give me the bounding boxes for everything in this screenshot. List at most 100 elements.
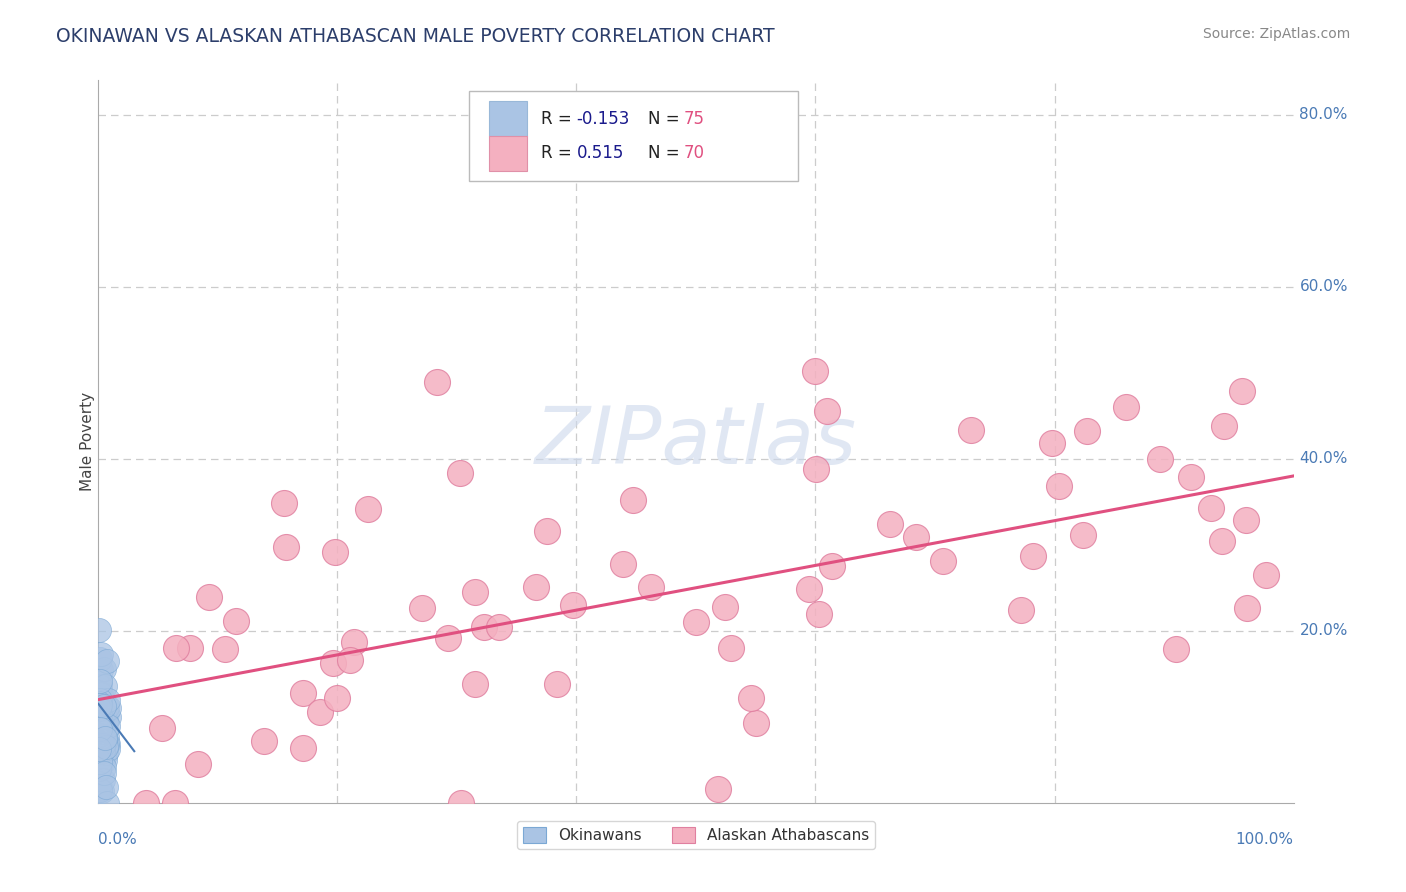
Text: R =: R = <box>541 145 576 162</box>
Point <box>1230 384 1253 399</box>
Point <box>89 694 111 708</box>
Point <box>89 692 111 706</box>
Point <box>90 647 112 661</box>
Point <box>1236 601 1258 615</box>
Point <box>90 725 112 739</box>
Point <box>87 675 110 690</box>
Point <box>96 654 118 668</box>
Text: 0.0%: 0.0% <box>98 831 138 847</box>
Point <box>225 614 247 628</box>
Point <box>150 721 173 735</box>
Text: 100.0%: 100.0% <box>1236 831 1294 847</box>
Point <box>1166 641 1188 656</box>
Bar <box>489 101 527 136</box>
Point <box>89 723 111 737</box>
Point <box>94 753 117 767</box>
Point <box>426 375 449 389</box>
Point <box>93 772 115 787</box>
Point <box>87 699 110 714</box>
Point <box>1076 424 1098 438</box>
Point <box>214 642 236 657</box>
Point <box>1071 528 1094 542</box>
Point <box>561 598 583 612</box>
Point <box>89 760 111 774</box>
Point <box>274 540 297 554</box>
Text: 60.0%: 60.0% <box>1299 279 1348 294</box>
Point <box>89 736 111 750</box>
Point <box>90 722 112 736</box>
Point <box>135 796 157 810</box>
Point <box>96 796 118 810</box>
Point <box>89 698 111 712</box>
Point <box>488 620 510 634</box>
Point <box>1115 400 1137 414</box>
Point <box>87 685 110 699</box>
Point <box>309 705 332 719</box>
Point <box>1211 534 1233 549</box>
Point <box>89 706 111 721</box>
Point <box>87 728 110 742</box>
Point <box>97 692 120 706</box>
Point <box>96 719 118 733</box>
Point <box>89 698 111 712</box>
Point <box>94 739 117 754</box>
Text: 40.0%: 40.0% <box>1299 451 1348 467</box>
Point <box>714 599 737 614</box>
Point <box>94 780 117 794</box>
Text: 20.0%: 20.0% <box>1299 624 1348 639</box>
Legend: Okinawans, Alaskan Athabascans: Okinawans, Alaskan Athabascans <box>516 822 876 849</box>
Point <box>1049 479 1071 493</box>
Point <box>685 615 707 629</box>
Point <box>187 757 209 772</box>
Point <box>720 640 742 655</box>
Text: R =: R = <box>541 110 576 128</box>
Point <box>90 733 112 747</box>
Point <box>96 715 118 730</box>
Point <box>808 607 831 622</box>
Point <box>87 697 110 711</box>
Point <box>411 601 433 615</box>
Point <box>94 698 117 713</box>
Point <box>94 733 117 747</box>
Point <box>1149 452 1171 467</box>
Point <box>1040 436 1063 450</box>
Point <box>93 706 115 721</box>
Point <box>94 747 117 761</box>
Text: -0.153: -0.153 <box>576 110 630 128</box>
Point <box>612 557 634 571</box>
Point <box>97 741 120 756</box>
Point <box>90 716 112 731</box>
Point <box>91 743 114 757</box>
Point <box>89 710 111 724</box>
Point <box>89 685 111 699</box>
Point <box>1256 567 1278 582</box>
Point <box>449 466 471 480</box>
Point <box>93 766 115 780</box>
Point <box>87 702 110 716</box>
Point <box>96 730 118 744</box>
Point <box>322 656 344 670</box>
Point <box>179 641 201 656</box>
Point <box>87 742 110 756</box>
Point <box>93 662 115 676</box>
Point <box>904 530 927 544</box>
Point <box>89 679 111 693</box>
Point <box>90 731 112 745</box>
Point <box>89 674 111 689</box>
Text: 70: 70 <box>685 145 704 162</box>
Point <box>90 737 112 751</box>
Text: N =: N = <box>648 110 685 128</box>
Text: 80.0%: 80.0% <box>1299 107 1348 122</box>
Y-axis label: Male Poverty: Male Poverty <box>80 392 94 491</box>
Point <box>1234 513 1257 527</box>
Point <box>273 496 295 510</box>
Point <box>472 620 495 634</box>
Point <box>804 364 827 378</box>
Point <box>1201 500 1223 515</box>
Point <box>90 700 112 714</box>
Point <box>292 686 315 700</box>
Point <box>323 545 346 559</box>
Point <box>94 679 117 693</box>
Point <box>87 711 110 725</box>
Point <box>89 714 111 729</box>
